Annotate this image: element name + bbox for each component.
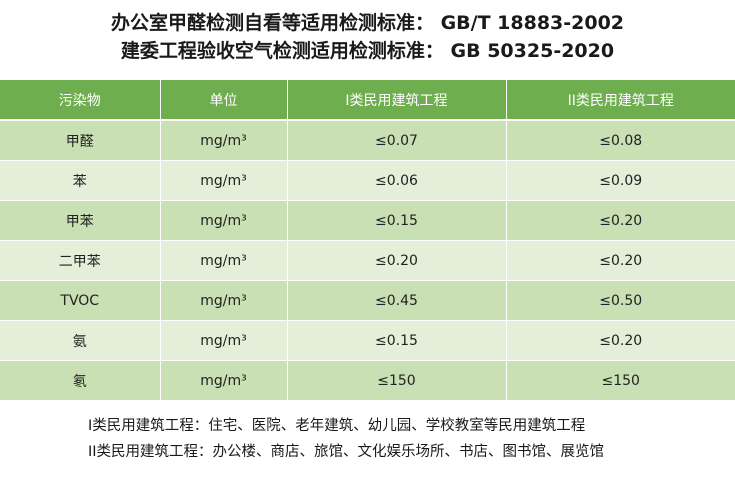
cell-unit: mg/m³ [160, 200, 288, 241]
cell-unit: mg/m³ [160, 160, 288, 201]
cell-class-2: ≤0.20 [506, 240, 735, 281]
cell-unit: mg/m³ [160, 320, 288, 361]
cell-class-1: ≤0.15 [287, 200, 507, 241]
cell-class-2: ≤0.20 [506, 200, 735, 241]
cell-class-1: ≤0.20 [287, 240, 507, 281]
cell-unit: mg/m³ [160, 240, 288, 281]
cell-pollutant: 二甲苯 [0, 240, 161, 281]
table-row: 苯 mg/m³ ≤0.06 ≤0.09 [0, 160, 735, 201]
cell-class-2: ≤150 [506, 360, 735, 401]
pollutant-standards-table: 污染物 单位 I类民用建筑工程 II类民用建筑工程 甲醛 mg/m³ ≤0.07… [0, 80, 735, 401]
table-header-row: 污染物 单位 I类民用建筑工程 II类民用建筑工程 [0, 80, 735, 121]
header-pollutant: 污染物 [0, 80, 161, 121]
cell-pollutant: 苯 [0, 160, 161, 201]
cell-unit: mg/m³ [160, 360, 288, 401]
cell-pollutant: 甲醛 [0, 120, 161, 161]
cell-class-1: ≤150 [287, 360, 507, 401]
class-1-definition-note: I类民用建筑工程：住宅、医院、老年建筑、幼儿园、学校教室等民用建筑工程 [88, 418, 586, 434]
header-class-2: II类民用建筑工程 [506, 80, 735, 121]
cell-class-2: ≤0.08 [506, 120, 735, 161]
cell-unit: mg/m³ [160, 120, 288, 161]
cell-pollutant: TVOC [0, 280, 161, 321]
page-title-line-1: 办公室甲醛检测自看等适用检测标准： GB/T 18883-2002 [110, 12, 625, 34]
cell-pollutant: 氨 [0, 320, 161, 361]
table-row: 氨 mg/m³ ≤0.15 ≤0.20 [0, 320, 735, 361]
cell-class-2: ≤0.50 [506, 280, 735, 321]
table-row: 甲醛 mg/m³ ≤0.07 ≤0.08 [0, 120, 735, 161]
cell-pollutant: 甲苯 [0, 200, 161, 241]
cell-class-1: ≤0.07 [287, 120, 507, 161]
header-class-1: I类民用建筑工程 [287, 80, 507, 121]
cell-class-2: ≤0.20 [506, 320, 735, 361]
table-row: TVOC mg/m³ ≤0.45 ≤0.50 [0, 280, 735, 321]
table-row: 甲苯 mg/m³ ≤0.15 ≤0.20 [0, 200, 735, 241]
cell-class-2: ≤0.09 [506, 160, 735, 201]
cell-class-1: ≤0.15 [287, 320, 507, 361]
cell-pollutant: 氡 [0, 360, 161, 401]
cell-class-1: ≤0.45 [287, 280, 507, 321]
page-title-line-2: 建委工程验收空气检测适用检测标准： GB 50325-2020 [120, 40, 615, 62]
table-row: 氡 mg/m³ ≤150 ≤150 [0, 360, 735, 401]
cell-unit: mg/m³ [160, 280, 288, 321]
class-2-definition-note: II类民用建筑工程：办公楼、商店、旅馆、文化娱乐场所、书店、图书馆、展览馆 [88, 444, 605, 460]
table-row: 二甲苯 mg/m³ ≤0.20 ≤0.20 [0, 240, 735, 281]
cell-class-1: ≤0.06 [287, 160, 507, 201]
header-unit: 单位 [160, 80, 288, 121]
